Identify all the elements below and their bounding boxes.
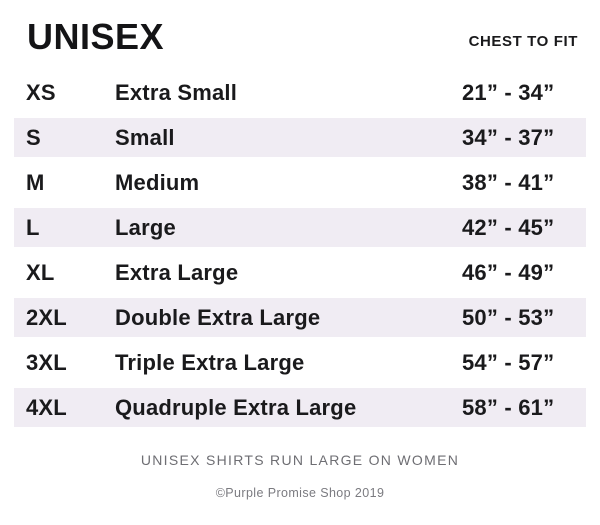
table-row: XS Extra Small 21” - 34” <box>14 73 586 112</box>
table-row: L Large 42” - 45” <box>14 208 586 247</box>
table-row: M Medium 38” - 41” <box>14 163 586 202</box>
chest-range: 38” - 41” <box>462 169 555 195</box>
size-code: M <box>26 169 45 195</box>
chest-range: 42” - 45” <box>462 214 555 240</box>
size-name: Medium <box>115 169 200 195</box>
chest-range: 58” - 61” <box>462 394 555 420</box>
table-row: S Small 34” - 37” <box>14 118 586 157</box>
size-code: S <box>26 124 41 150</box>
footer-note: UNISEX SHIRTS RUN LARGE ON WOMEN <box>140 452 460 468</box>
column-header-chest-to-fit: CHEST TO FIT <box>468 33 578 50</box>
size-code: XL <box>26 259 55 285</box>
table-row: 4XL Quadruple Extra Large 58” - 61” <box>14 388 586 427</box>
size-code: L <box>26 214 40 240</box>
chest-range: 46” - 49” <box>462 259 555 285</box>
size-code: 2XL <box>26 304 67 330</box>
page-title: UNISEX <box>27 16 165 57</box>
chest-range: 50” - 53” <box>462 304 555 330</box>
size-code: XS <box>26 79 56 105</box>
table-row: XL Extra Large 46” - 49” <box>14 253 586 292</box>
size-name: Small <box>115 124 175 150</box>
size-name: Extra Small <box>115 79 238 105</box>
copyright: ©Purple Promise Shop 2019 <box>215 486 385 500</box>
size-name: Large <box>115 214 176 240</box>
size-name: Quadruple Extra Large <box>115 394 357 420</box>
table-row: 2XL Double Extra Large 50” - 53” <box>14 298 586 337</box>
size-name: Double Extra Large <box>115 304 321 330</box>
size-code: 3XL <box>26 349 67 375</box>
size-name: Triple Extra Large <box>115 349 305 375</box>
chest-range: 34” - 37” <box>462 124 555 150</box>
size-table: XS Extra Small 21” - 34” S Small 34” - 3… <box>0 73 600 433</box>
size-code: 4XL <box>26 394 67 420</box>
chest-range: 21” - 34” <box>462 79 555 105</box>
chest-range: 54” - 57” <box>462 349 555 375</box>
table-row: 3XL Triple Extra Large 54” - 57” <box>14 343 586 382</box>
size-name: Extra Large <box>115 259 239 285</box>
